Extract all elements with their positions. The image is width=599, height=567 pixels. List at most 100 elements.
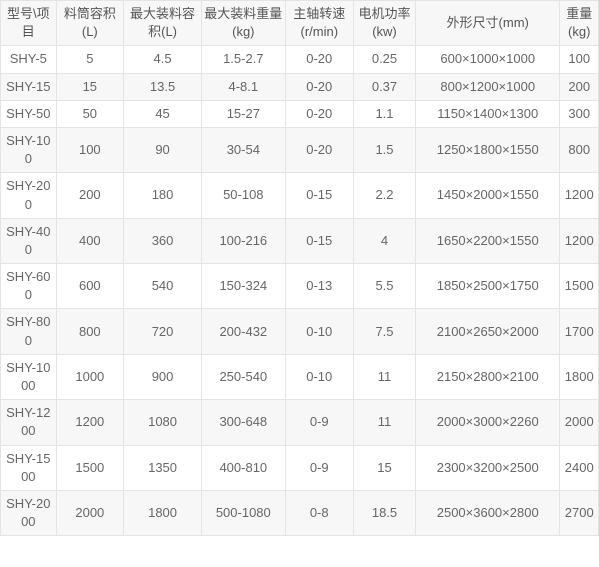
table-cell: 4-8.1 bbox=[202, 73, 285, 100]
table-cell: SHY-200 bbox=[1, 173, 57, 218]
table-cell: 900 bbox=[124, 354, 202, 399]
table-cell: SHY-15 bbox=[1, 73, 57, 100]
table-cell: 50-108 bbox=[202, 173, 285, 218]
table-cell: 90 bbox=[124, 127, 202, 172]
col-header-6: 外形尺寸(mm) bbox=[416, 1, 560, 46]
table-cell: 600×1000×1000 bbox=[416, 46, 560, 73]
table-cell: 300-648 bbox=[202, 400, 285, 445]
table-cell: 0.25 bbox=[353, 46, 415, 73]
table-cell: 500-1080 bbox=[202, 490, 285, 535]
table-cell: 1150×1400×1300 bbox=[416, 100, 560, 127]
table-cell: SHY-50 bbox=[1, 100, 57, 127]
table-cell: 0.37 bbox=[353, 73, 415, 100]
table-cell: 2700 bbox=[560, 490, 599, 535]
spec-table: 型号\项目料筒容积(L)最大装料容积(L)最大装料重量(kg)主轴转速(r/mi… bbox=[0, 0, 599, 536]
table-cell: 11 bbox=[353, 400, 415, 445]
table-cell: SHY-1500 bbox=[1, 445, 57, 490]
table-cell: 0-10 bbox=[285, 309, 353, 354]
table-cell: 1350 bbox=[124, 445, 202, 490]
table-cell: SHY-800 bbox=[1, 309, 57, 354]
table-cell: 15 bbox=[56, 73, 123, 100]
table-cell: 2300×3200×2500 bbox=[416, 445, 560, 490]
table-cell: 11 bbox=[353, 354, 415, 399]
table-cell: 13.5 bbox=[124, 73, 202, 100]
table-cell: 15-27 bbox=[202, 100, 285, 127]
table-cell: 45 bbox=[124, 100, 202, 127]
table-row: SHY-554.51.5-2.70-200.25600×1000×1000100 bbox=[1, 46, 599, 73]
table-row: SHY-50504515-270-201.11150×1400×1300300 bbox=[1, 100, 599, 127]
table-cell: 400-810 bbox=[202, 445, 285, 490]
table-cell: 5 bbox=[56, 46, 123, 73]
table-row: SHY-800800720200-4320-107.52100×2650×200… bbox=[1, 309, 599, 354]
table-cell: 1080 bbox=[124, 400, 202, 445]
table-cell: 4.5 bbox=[124, 46, 202, 73]
table-cell: 0-20 bbox=[285, 46, 353, 73]
table-cell: 5.5 bbox=[353, 264, 415, 309]
table-cell: SHY-600 bbox=[1, 264, 57, 309]
table-row: SHY-10001000900250-5400-10112150×2800×21… bbox=[1, 354, 599, 399]
table-cell: 600 bbox=[56, 264, 123, 309]
table-row: SHY-400400360100-2160-1541650×2200×15501… bbox=[1, 218, 599, 263]
table-row: SHY-200020001800500-10800-818.52500×3600… bbox=[1, 490, 599, 535]
table-cell: 200 bbox=[56, 173, 123, 218]
col-header-7: 重量(kg) bbox=[560, 1, 599, 46]
table-cell: 1.5 bbox=[353, 127, 415, 172]
table-cell: 800 bbox=[560, 127, 599, 172]
table-cell: SHY-400 bbox=[1, 218, 57, 263]
table-cell: 1000 bbox=[56, 354, 123, 399]
table-cell: 720 bbox=[124, 309, 202, 354]
table-cell: 1200 bbox=[56, 400, 123, 445]
header-row: 型号\项目料筒容积(L)最大装料容积(L)最大装料重量(kg)主轴转速(r/mi… bbox=[1, 1, 599, 46]
table-cell: 2500×3600×2800 bbox=[416, 490, 560, 535]
table-cell: SHY-1000 bbox=[1, 354, 57, 399]
table-body: SHY-554.51.5-2.70-200.25600×1000×1000100… bbox=[1, 46, 599, 536]
table-cell: 4 bbox=[353, 218, 415, 263]
table-cell: 100-216 bbox=[202, 218, 285, 263]
table-cell: 1.5-2.7 bbox=[202, 46, 285, 73]
table-cell: 0-8 bbox=[285, 490, 353, 535]
table-cell: 100 bbox=[560, 46, 599, 73]
table-cell: 100 bbox=[56, 127, 123, 172]
table-row: SHY-150015001350400-8100-9152300×3200×25… bbox=[1, 445, 599, 490]
table-cell: 7.5 bbox=[353, 309, 415, 354]
table-head: 型号\项目料筒容积(L)最大装料容积(L)最大装料重量(kg)主轴转速(r/mi… bbox=[1, 1, 599, 46]
table-cell: 1.1 bbox=[353, 100, 415, 127]
table-cell: 0-20 bbox=[285, 127, 353, 172]
col-header-1: 料筒容积(L) bbox=[56, 1, 123, 46]
table-cell: 1500 bbox=[56, 445, 123, 490]
table-cell: 1500 bbox=[560, 264, 599, 309]
table-cell: 1200 bbox=[560, 218, 599, 263]
table-cell: SHY-100 bbox=[1, 127, 57, 172]
table-cell: 800×1200×1000 bbox=[416, 73, 560, 100]
table-cell: 0-20 bbox=[285, 100, 353, 127]
col-header-5: 电机功率(kw) bbox=[353, 1, 415, 46]
table-cell: SHY-5 bbox=[1, 46, 57, 73]
table-cell: 0-15 bbox=[285, 218, 353, 263]
table-row: SHY-600600540150-3240-135.51850×2500×175… bbox=[1, 264, 599, 309]
col-header-3: 最大装料重量(kg) bbox=[202, 1, 285, 46]
table-cell: 1450×2000×1550 bbox=[416, 173, 560, 218]
table-cell: 250-540 bbox=[202, 354, 285, 399]
table-row: SHY-20020018050-1080-152.21450×2000×1550… bbox=[1, 173, 599, 218]
table-cell: 30-54 bbox=[202, 127, 285, 172]
table-cell: 0-15 bbox=[285, 173, 353, 218]
table-cell: 200 bbox=[560, 73, 599, 100]
col-header-4: 主轴转速(r/min) bbox=[285, 1, 353, 46]
table-cell: 150-324 bbox=[202, 264, 285, 309]
table-cell: SHY-1200 bbox=[1, 400, 57, 445]
table-cell: 0-9 bbox=[285, 400, 353, 445]
table-cell: 2150×2800×2100 bbox=[416, 354, 560, 399]
table-cell: 300 bbox=[560, 100, 599, 127]
table-cell: 1800 bbox=[124, 490, 202, 535]
table-cell: 540 bbox=[124, 264, 202, 309]
table-cell: 360 bbox=[124, 218, 202, 263]
table-cell: 2400 bbox=[560, 445, 599, 490]
table-cell: 15 bbox=[353, 445, 415, 490]
table-cell: 200-432 bbox=[202, 309, 285, 354]
table-cell: 2000 bbox=[56, 490, 123, 535]
table-cell: SHY-2000 bbox=[1, 490, 57, 535]
table-cell: 1700 bbox=[560, 309, 599, 354]
table-cell: 1650×2200×1550 bbox=[416, 218, 560, 263]
table-cell: 1200 bbox=[560, 173, 599, 218]
table-cell: 800 bbox=[56, 309, 123, 354]
